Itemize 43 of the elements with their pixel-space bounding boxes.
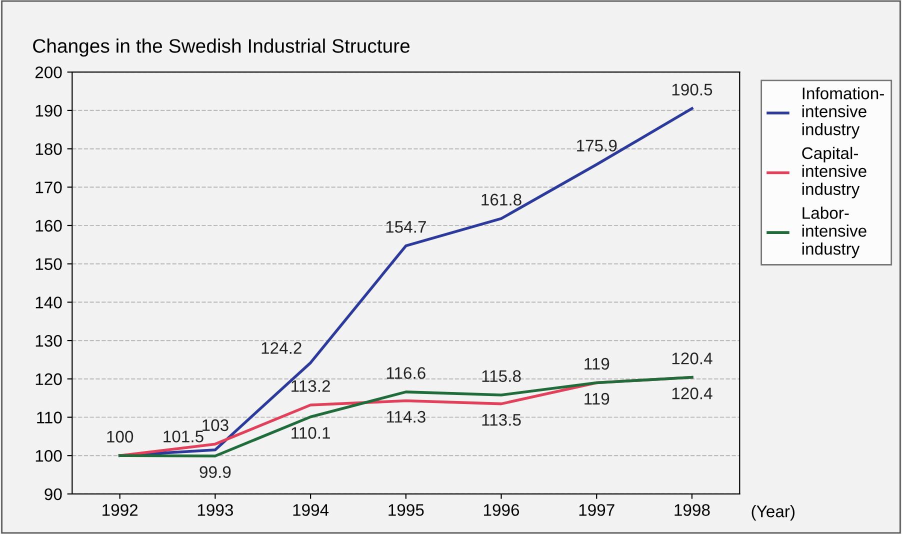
y-tick-label: 200 [35,66,62,78]
x-tick-label: 1995 [388,504,424,516]
data-label: 120.4 [672,388,712,400]
data-label: 119 [584,358,610,370]
data-label: 101.5 [164,430,204,442]
data-label: 116.6 [386,367,426,379]
y-tick-label: 140 [36,296,62,308]
legend-label: Infomation- intensive industry [802,87,884,139]
data-label: 115.8 [482,370,521,382]
x-tick-label: 1992 [102,504,138,516]
data-label: 114.3 [386,410,426,423]
data-label: 113.2 [292,380,330,392]
data-label: 175.9 [577,140,617,152]
y-tick-label: 130 [36,334,62,347]
legend-label: Capital- intensive industry [802,146,866,198]
data-label: 161.8 [482,194,522,206]
x-tick-label: 1993 [198,504,233,516]
y-tick-label: 150 [36,258,62,270]
data-label: 119 [584,392,610,405]
chart-title: Changes in the Swedish Industrial Structure [33,38,410,57]
y-tick-label: 120 [36,373,62,386]
y-tick-label: 170 [36,182,62,194]
y-tick-label: 110 [37,412,62,424]
x-axis-title: (Year) [752,505,794,521]
y-tick-label: 190 [36,104,62,117]
y-tick-label: 100 [36,450,62,462]
data-label: 100 [107,430,134,443]
data-label: 190.5 [672,84,712,96]
data-label: 154.7 [386,221,426,233]
data-label: 103 [202,419,228,432]
data-label: 99.9 [200,466,231,478]
data-label: 113.5 [482,414,521,426]
x-tick-label: 1997 [579,504,614,516]
x-tick-label: 1996 [484,504,520,516]
data-label: 124.2 [262,342,302,354]
y-tick-label: 90 [44,488,62,500]
legend-label: Labor- intensive industry [802,206,866,258]
y-tick-label: 160 [36,220,62,232]
x-tick-label: 1998 [674,504,710,516]
x-tick-label: 1994 [293,504,329,516]
y-tick-label: 180 [36,143,62,155]
data-label: 120.4 [672,352,712,364]
data-label: 110.1 [292,427,330,439]
